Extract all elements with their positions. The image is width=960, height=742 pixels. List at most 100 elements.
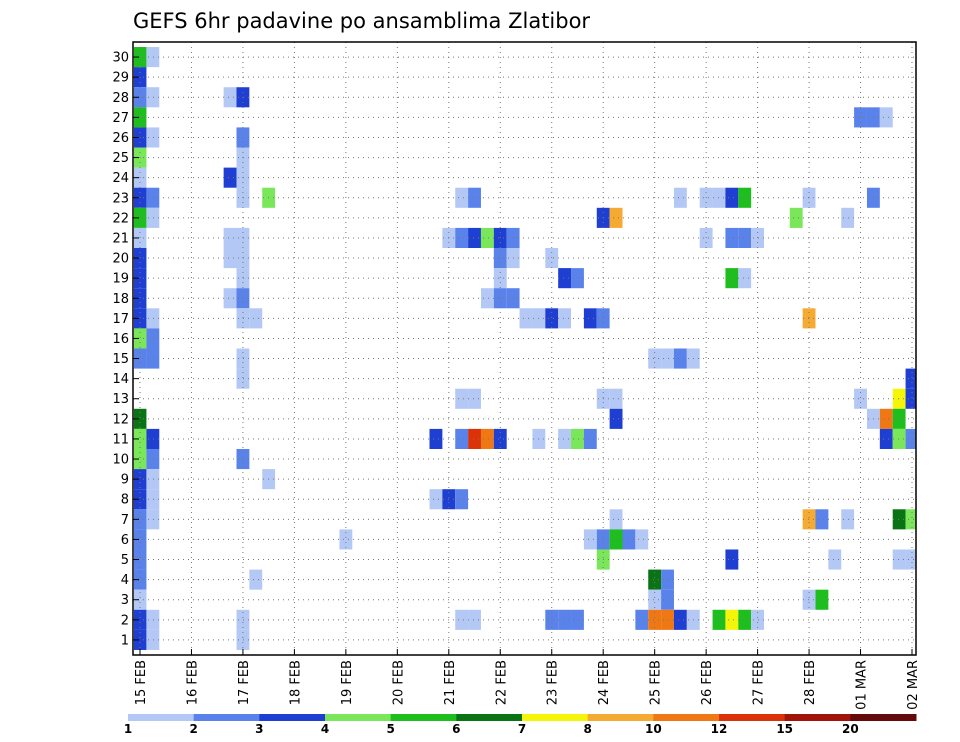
y-tick-label: 27 xyxy=(112,111,129,126)
x-tick-label: 01 MAR xyxy=(855,660,870,710)
legend-label: 3 xyxy=(255,722,263,736)
x-tick-label: 02 MAR xyxy=(906,660,921,710)
legend-label: 2 xyxy=(189,722,197,736)
x-tick-label: 23 FEB xyxy=(546,660,561,705)
heatmap-cell xyxy=(815,509,829,530)
heatmap-cell xyxy=(455,428,469,449)
heatmap-cell xyxy=(571,428,584,449)
heatmap-cell xyxy=(609,509,623,530)
heatmap-cell xyxy=(134,529,147,550)
legend-swatch xyxy=(587,714,654,721)
heatmap-cell xyxy=(558,268,572,289)
y-tick-label: 1 xyxy=(121,633,129,648)
heatmap-cell xyxy=(892,509,906,530)
heatmap-cell xyxy=(841,207,855,228)
heatmap-cell xyxy=(905,509,916,530)
heatmap-cell xyxy=(879,428,893,449)
x-tick-label: 24 FEB xyxy=(597,660,612,705)
heatmap-cell xyxy=(236,248,250,269)
heatmap-cell xyxy=(828,549,842,570)
heatmap-cell xyxy=(236,609,250,630)
heatmap-cell xyxy=(134,609,147,630)
heatmap-cell xyxy=(134,629,147,650)
legend-swatch xyxy=(259,714,326,721)
heatmap-cell xyxy=(892,549,906,570)
y-tick-label: 26 xyxy=(112,131,129,146)
heatmap-cell xyxy=(146,308,160,329)
heatmap-cell xyxy=(429,428,443,449)
color-legend: 1 2 3 4 5 6 7 8 10 12 15 20 xyxy=(124,714,917,736)
gridlines xyxy=(133,42,916,655)
x-axis: 15 FEB 16 FEB 17 FEB 18 FEB 19 FEB 20 FEB 21 F… xyxy=(134,649,921,710)
plot-frame xyxy=(132,41,917,656)
heatmap-cell xyxy=(146,127,160,148)
heatmap-cell xyxy=(134,489,147,510)
y-tick-label: 14 xyxy=(112,372,129,387)
heatmap-cell xyxy=(879,107,893,128)
heatmap-cell xyxy=(493,268,507,289)
heatmap-cell xyxy=(583,428,597,449)
heatmap-cell xyxy=(905,368,916,389)
heatmap-cell xyxy=(558,308,572,329)
heatmap-cell xyxy=(648,569,662,590)
heatmap-cell xyxy=(648,348,662,369)
heatmap-cell xyxy=(815,589,829,610)
heatmap-cell xyxy=(905,388,916,409)
legend-swatch xyxy=(193,714,260,721)
legend-label: 5 xyxy=(386,722,394,736)
y-tick-label: 23 xyxy=(112,191,129,206)
heatmap-cell xyxy=(134,328,147,349)
heatmap-cell xyxy=(480,288,494,309)
y-tick-label: 5 xyxy=(121,553,129,568)
y-tick-label: 8 xyxy=(121,493,129,508)
y-tick-label: 15 xyxy=(112,352,129,367)
heatmap-cell xyxy=(673,187,687,208)
heatmap-cell xyxy=(673,348,687,369)
heatmap-cell xyxy=(635,529,649,550)
heatmap-cell xyxy=(609,207,623,228)
legend-swatch xyxy=(522,714,589,721)
heatmap-cell xyxy=(146,348,160,369)
legend-swatch xyxy=(128,714,195,721)
heatmap-cell xyxy=(134,549,147,570)
heatmap-cell xyxy=(146,629,160,650)
heatmap-cell xyxy=(738,268,752,289)
heatmap-cell xyxy=(134,408,147,429)
y-tick-label: 6 xyxy=(121,533,129,548)
y-tick-label: 25 xyxy=(112,151,129,166)
y-axis: 1234567891011121314151617181920212223242… xyxy=(112,51,139,648)
heatmap-cell xyxy=(661,609,674,630)
x-tick-label: 19 FEB xyxy=(340,660,355,705)
heatmap-cell xyxy=(738,187,752,208)
heatmap-cell xyxy=(558,609,572,630)
legend-label: 4 xyxy=(321,722,329,736)
heatmap-cell xyxy=(236,629,250,650)
heatmap-cell xyxy=(571,268,584,289)
x-tick-label: 28 FEB xyxy=(803,660,818,705)
heatmap-cell xyxy=(146,87,160,108)
heatmap-cell xyxy=(905,428,916,449)
heatmap-cell xyxy=(725,227,739,249)
y-tick-label: 13 xyxy=(112,392,129,407)
heatmap-cell xyxy=(493,288,507,309)
x-tick-label: 16 FEB xyxy=(185,660,200,705)
heatmap-cell xyxy=(802,589,816,610)
heatmap-cell xyxy=(146,207,160,228)
legend-swatch xyxy=(719,714,786,721)
heatmap-cell xyxy=(134,268,147,289)
heatmap-cell xyxy=(725,609,739,630)
heatmap-cell xyxy=(519,308,533,329)
x-tick-label: 21 FEB xyxy=(443,660,458,705)
heatmap-cell xyxy=(236,308,250,329)
heatmap-cell xyxy=(609,388,623,409)
y-tick-label: 17 xyxy=(112,312,129,327)
heatmap-cell xyxy=(892,388,906,409)
heatmap-cell xyxy=(661,348,674,369)
heatmap-cell xyxy=(236,348,250,369)
x-tick-label: 17 FEB xyxy=(237,660,252,705)
y-tick-label: 4 xyxy=(121,573,129,588)
heatmap-cell xyxy=(223,167,237,188)
heatmap-cell xyxy=(146,509,160,530)
heatmap-cell xyxy=(905,549,916,570)
